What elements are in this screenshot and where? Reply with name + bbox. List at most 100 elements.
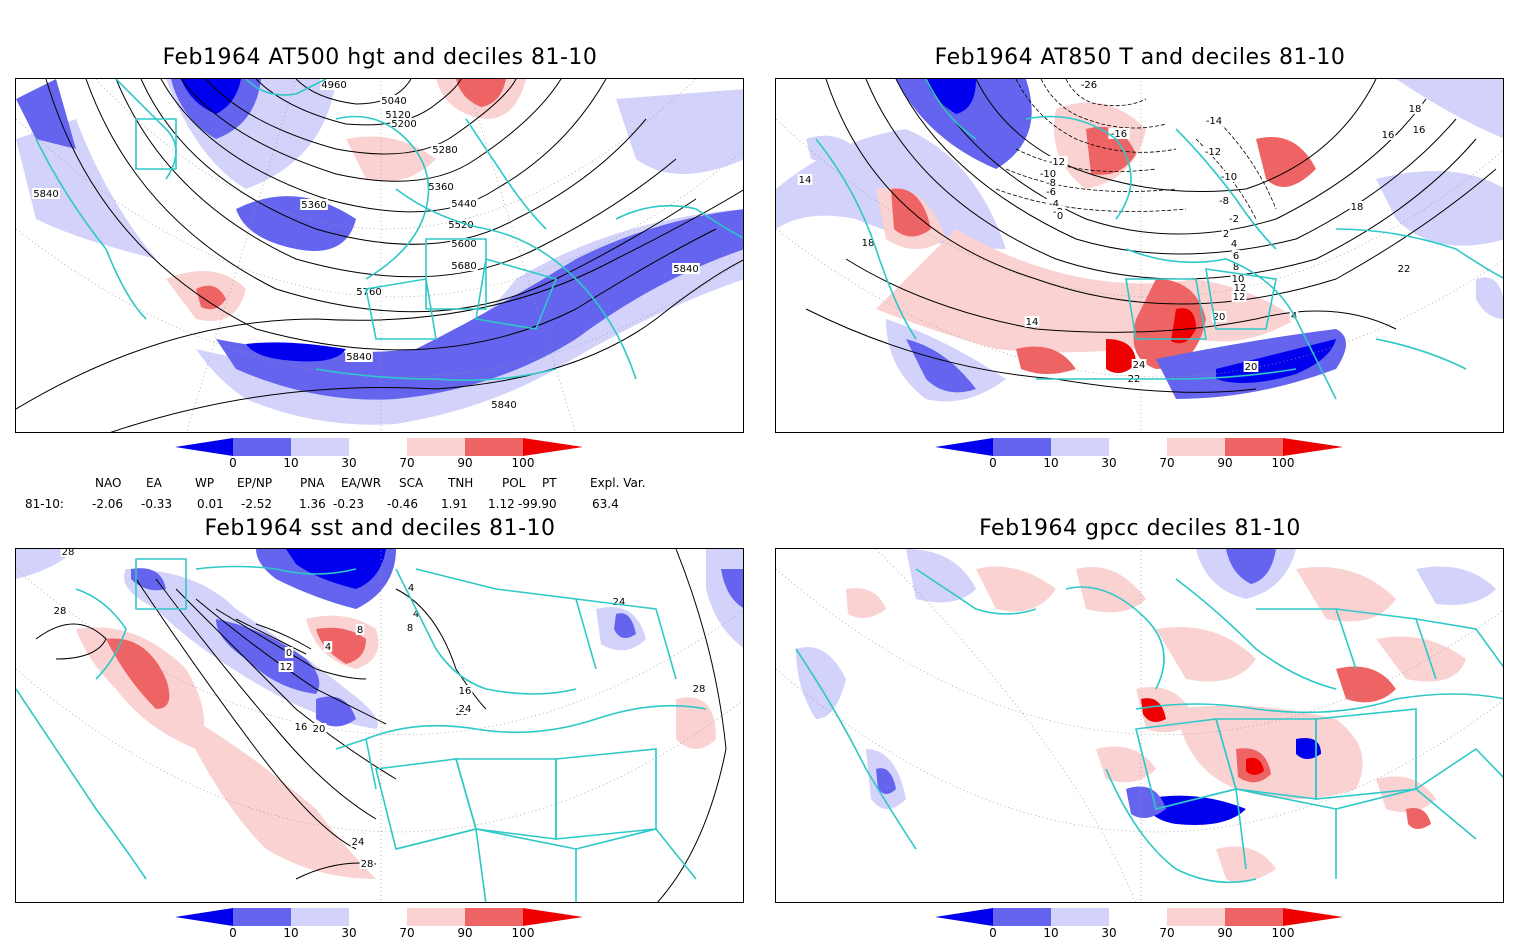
- contour-label-bg: [1216, 195, 1232, 206]
- contour-label: 24: [459, 704, 472, 715]
- contour-label: 24: [352, 837, 365, 848]
- colorbar-sst-label: 30: [341, 926, 357, 940]
- contour-label: 6: [1233, 251, 1239, 262]
- index-value: -2.52: [241, 497, 273, 511]
- contour-label: 28: [693, 684, 706, 695]
- index-header: NAO: [95, 476, 122, 490]
- contour-label: 4: [413, 609, 419, 620]
- index-value: 0.01: [197, 497, 224, 511]
- index-header: TNH: [448, 476, 474, 490]
- contour-label-bg: [1232, 282, 1248, 293]
- map-sst-svg: 282824242820161284044816202428: [16, 549, 743, 902]
- contour-label: -16: [1111, 129, 1127, 140]
- contour-label-bg: [691, 683, 707, 694]
- contour-label: 2: [1223, 229, 1229, 240]
- map-panel-t850: -26 -16 -14 -12 -10 -8 -2 2 4 4 6 8 10 12 12 14 14 16 16 18…: [775, 78, 1504, 433]
- contour-label-bg: [1380, 129, 1396, 140]
- index-header: PT: [542, 476, 557, 490]
- contour-label: -8: [1046, 178, 1056, 189]
- contour-label: 20: [313, 724, 326, 735]
- panel1-title: Feb1964 AT500 hgt and deciles 81-10: [162, 45, 598, 70]
- contour-label-bg: [1037, 168, 1059, 179]
- colorbar-gpcc-label: 30: [1101, 926, 1117, 940]
- contour-label-bg: [447, 219, 475, 230]
- contour-label: 8: [1233, 262, 1239, 273]
- contour-label-bg: [300, 199, 328, 210]
- contour-label: 14: [799, 175, 812, 186]
- contour-label: -14: [1206, 116, 1222, 127]
- contour-label-bg: [1407, 103, 1423, 114]
- contour-label-bg: [355, 624, 365, 635]
- contour-label: 28: [54, 606, 67, 617]
- contour-label: -26: [1081, 80, 1097, 91]
- colorbar-hgt500: [175, 438, 583, 456]
- contour-label-bg: [797, 174, 813, 185]
- contour-label: 10: [1232, 274, 1245, 285]
- contour-label-bg: [278, 661, 294, 672]
- map-panel-gpcc: [775, 548, 1504, 903]
- contour-label-bg: [490, 399, 518, 410]
- contour-label-bg: [406, 582, 416, 593]
- colorbar-gpcc-label: 10: [1043, 926, 1059, 940]
- colorbar-gpcc-label: 70: [1159, 926, 1175, 940]
- colorbar-sst-label: 100: [511, 926, 535, 940]
- contour-label-bg: [1203, 115, 1225, 126]
- contour-label: 22: [1398, 264, 1411, 275]
- contour-label-bg: [1243, 361, 1259, 372]
- index-value: 1.36: [299, 497, 326, 511]
- colorbar-t850-label: 10: [1043, 456, 1059, 470]
- contour-label: 5440: [451, 199, 476, 210]
- contour-label-bg: [450, 198, 478, 209]
- index-row-label: 81-10:: [25, 497, 64, 511]
- contour-label-bg: [1046, 156, 1068, 167]
- contour-label-bg: [1024, 316, 1040, 327]
- contour-label-bg: [672, 263, 700, 274]
- contour-label-bg: [1108, 128, 1130, 139]
- colorbar-hgt500-label: 90: [457, 456, 473, 470]
- contour-label-bg: [32, 188, 60, 199]
- contour-label: 5520: [448, 220, 473, 231]
- contour-label-bg: [1211, 311, 1227, 322]
- contour-label: 4: [408, 583, 414, 594]
- colorbar-t850-label: 30: [1101, 456, 1117, 470]
- contour-label: 16: [295, 722, 308, 733]
- contour-label-bg: [1221, 228, 1231, 239]
- contour-label: -6: [1046, 187, 1056, 198]
- colorbar-gpcc-label: 90: [1217, 926, 1233, 940]
- contour-label: 8: [407, 623, 413, 634]
- index-header: PNA: [300, 476, 325, 490]
- colorbar-hgt500-label: 70: [399, 456, 415, 470]
- contour-label: 5040: [381, 96, 406, 107]
- contour-label: 18: [1409, 104, 1422, 115]
- contour-label-bg: [384, 109, 412, 120]
- contour-label: 5360: [301, 200, 326, 211]
- contour-label: 24: [1133, 360, 1146, 371]
- contour-label-bg: [1078, 79, 1100, 90]
- index-value: -99.90: [518, 497, 557, 511]
- contour-label: 4960: [321, 80, 346, 91]
- index-value: -0.46: [387, 497, 419, 511]
- panel2-title: Feb1964 AT850 T and deciles 81-10: [934, 45, 1346, 70]
- contour-label-bg: [431, 144, 459, 155]
- contour-label: 5840: [491, 400, 516, 411]
- contour-label: 4: [1231, 239, 1237, 250]
- index-header: EA/WR: [341, 476, 382, 490]
- contour-label: 18: [862, 238, 875, 249]
- colorbar-t850-label: 70: [1159, 456, 1175, 470]
- contour-label-bg: [405, 622, 415, 633]
- index-header: EP/NP: [237, 476, 273, 490]
- contour-label: 5120: [385, 110, 410, 121]
- contour-label-bg: [1231, 261, 1241, 272]
- contour-label-bg: [457, 685, 473, 696]
- contour-label: 5840: [346, 352, 371, 363]
- colorbar-hgt500-label: 10: [283, 456, 299, 470]
- contour-label: 20: [1213, 312, 1226, 323]
- contour-label-bg: [380, 95, 408, 106]
- contour-label-bg: [350, 836, 366, 847]
- contour-label-bg: [1046, 198, 1062, 209]
- index-value: -2.06: [92, 497, 124, 511]
- index-value: 1.91: [441, 497, 468, 511]
- contour-label: -8: [1219, 196, 1229, 207]
- contour-label: 5360: [428, 182, 453, 193]
- contour-label: -12: [1205, 147, 1221, 158]
